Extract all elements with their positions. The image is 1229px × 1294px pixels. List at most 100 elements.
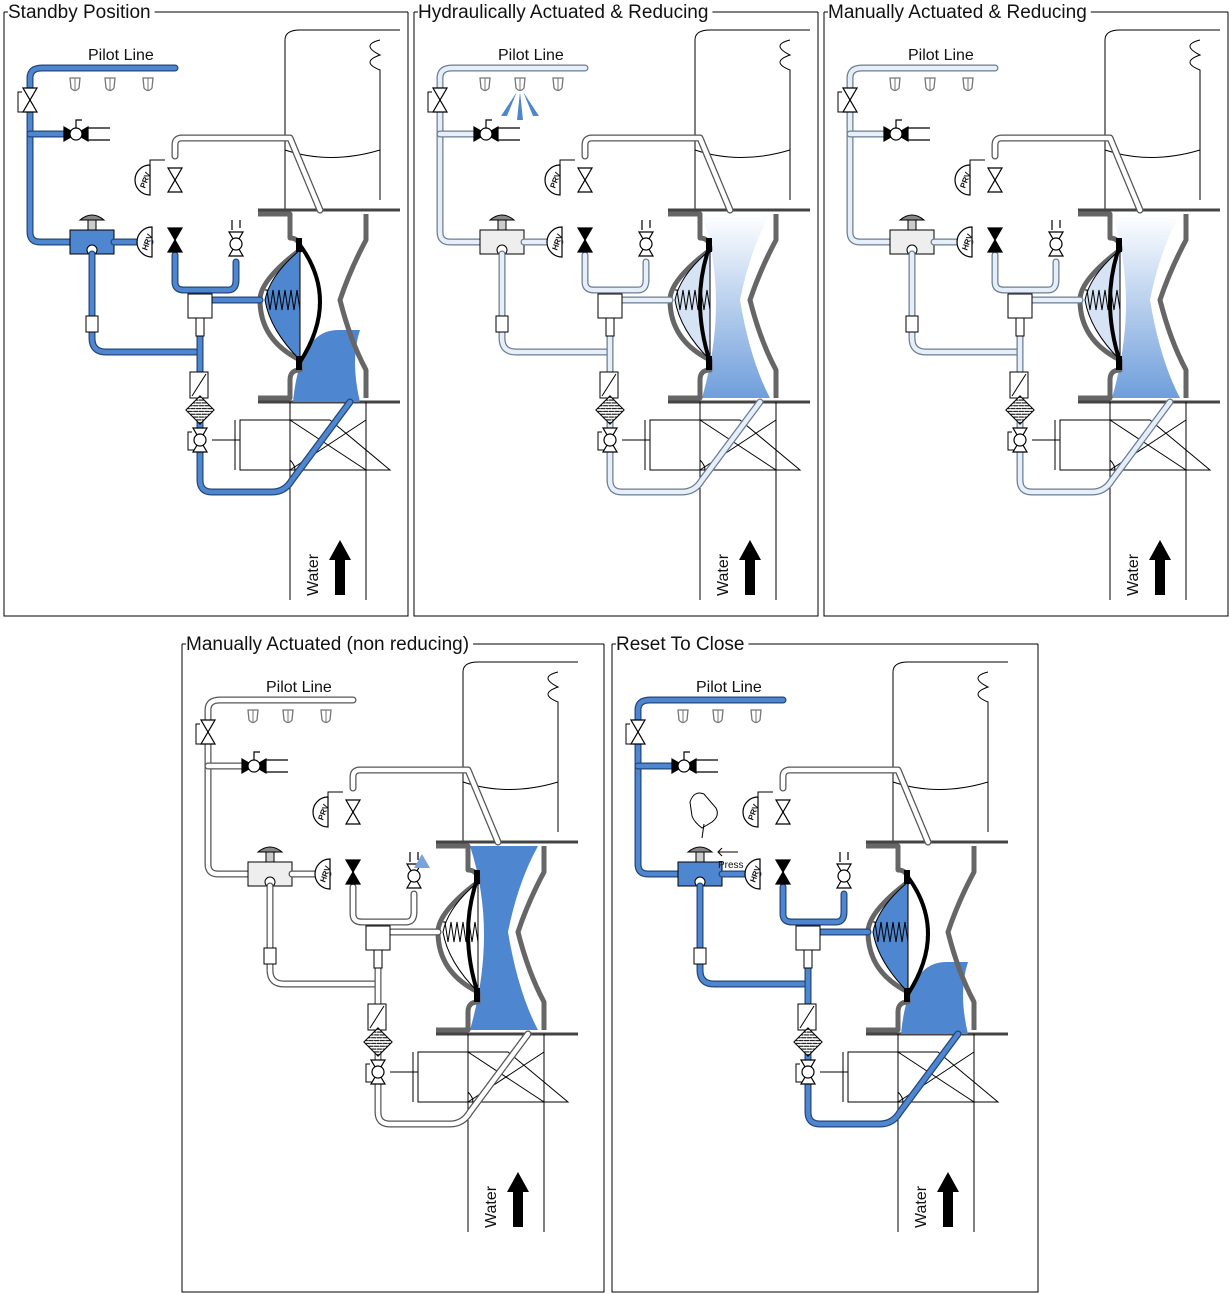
panel-frame xyxy=(611,644,1039,1293)
cross-brace xyxy=(239,419,392,471)
strainer xyxy=(363,1027,393,1057)
pilot-isolation-valve xyxy=(629,719,647,745)
pilot-drop-pipe xyxy=(27,105,73,245)
water-flow-arrow-icon xyxy=(1149,540,1171,595)
vent-flow-arrow-icon xyxy=(414,854,430,868)
prv-gauge: PRV xyxy=(544,164,563,196)
tee-fitting xyxy=(795,925,821,951)
sprinkler-head-icon xyxy=(552,77,564,92)
pilot-pipe xyxy=(205,697,356,725)
sprinkler-head-icon xyxy=(712,709,724,724)
water-spray-icon xyxy=(501,92,539,120)
tee-fitting xyxy=(365,925,391,951)
sprinkler-head-icon xyxy=(69,77,81,92)
strainer xyxy=(595,395,625,425)
restriction-orifice xyxy=(495,315,509,333)
water-flow-arrow-icon xyxy=(739,540,761,595)
prv-valve xyxy=(774,799,792,825)
manual-release-station xyxy=(677,846,723,888)
pilot-isolation-valve xyxy=(199,719,217,745)
sprinkler-head-icon xyxy=(282,709,294,724)
panel-manual-nonreducing: Manually Actuated (non reducing) Water Pil… xyxy=(181,634,605,1293)
cross-brace xyxy=(847,1051,1000,1103)
trim-piping xyxy=(85,238,354,496)
cross-brace xyxy=(649,419,802,471)
water-fill xyxy=(293,330,360,402)
inlet-riser: Water xyxy=(644,402,802,600)
deluge-valve-body xyxy=(1077,208,1220,404)
prv-hrv-assembly: PRV HRV xyxy=(134,134,324,258)
press-label: Press xyxy=(718,860,744,871)
sprinkler-head-icon xyxy=(750,709,762,724)
restriction-orifice xyxy=(85,315,99,333)
prv-outlet-pipe xyxy=(172,135,323,213)
hrv-gauge: HRV xyxy=(956,226,975,258)
prv-outlet-pipe xyxy=(582,135,733,213)
hrv-loop xyxy=(992,252,1059,293)
supply-line xyxy=(805,929,961,1127)
tee-fitting xyxy=(1007,293,1033,319)
restriction-orifice xyxy=(693,947,707,965)
pilot-pipe xyxy=(27,65,178,93)
pilot-line-label: Pilot Line xyxy=(696,679,762,696)
strainer xyxy=(793,1027,823,1057)
trim-piping xyxy=(693,870,962,1128)
supply-line xyxy=(197,297,353,495)
water-label: Water xyxy=(715,553,732,596)
pilot-drop-pipe xyxy=(205,737,251,877)
sprinkler-head-icon xyxy=(889,77,901,92)
vent-valve xyxy=(637,231,655,257)
prv-outlet-pipe xyxy=(780,767,931,845)
water-fill xyxy=(702,214,770,398)
restriction-orifice xyxy=(905,315,919,333)
hrv-valve xyxy=(576,227,594,253)
panel-frame xyxy=(181,644,605,1293)
water-flow-arrow-icon xyxy=(937,1172,959,1227)
water-label: Water xyxy=(305,553,322,596)
water-fill xyxy=(470,846,538,1030)
sprinkler-head-icon xyxy=(247,709,259,724)
spring-icon xyxy=(443,921,479,943)
hrv-loop xyxy=(780,884,847,925)
sprinkler-head-icon xyxy=(142,77,154,92)
vent-valve xyxy=(405,863,423,889)
deluge-valve-body xyxy=(257,208,400,404)
prv-outlet-pipe xyxy=(350,767,501,845)
water-flow-arrow-icon xyxy=(329,540,351,595)
prv-hrv-assembly: PRV HRV xyxy=(544,134,734,258)
water-label: Water xyxy=(913,1185,930,1228)
panel-title: Hydraulically Actuated & Reducing xyxy=(418,2,708,23)
deluge-valve-body xyxy=(435,840,578,1036)
priming-line xyxy=(89,251,203,355)
pilot-line-label: Pilot Line xyxy=(266,679,332,696)
pilot-line: Pilot Line xyxy=(17,47,179,246)
inlet-riser: Water xyxy=(842,1034,1000,1232)
pilot-isolation-valve xyxy=(21,87,39,113)
release-knob-icon xyxy=(78,214,106,221)
tee-fitting xyxy=(597,293,623,319)
manual-release-station xyxy=(889,214,935,256)
pilot-line-label: Pilot Line xyxy=(88,47,154,64)
panel-standby: Standby Position Water Pilot Line PRV HRV xyxy=(3,2,409,617)
trim-isolation-valve xyxy=(369,1059,387,1085)
deluge-valve-body xyxy=(667,208,810,404)
pilot-drop-pipe xyxy=(635,737,681,877)
hrv-valve xyxy=(344,859,362,885)
hrv-loop xyxy=(582,252,649,293)
inlet-riser: Water xyxy=(412,1034,570,1232)
manual-release-station xyxy=(69,214,115,256)
supply-line xyxy=(607,297,763,495)
hrv-loop xyxy=(350,884,417,925)
pilot-line: Pilot Line xyxy=(427,47,589,246)
sprinkler-head-icon xyxy=(924,77,936,92)
trim-piping xyxy=(495,238,764,496)
panel-frame xyxy=(823,12,1229,617)
prv-gauge: PRV xyxy=(134,164,153,196)
panel-title: Manually Actuated (non reducing) xyxy=(186,634,469,655)
panel-title: Manually Actuated & Reducing xyxy=(828,2,1087,23)
prv-gauge: PRV xyxy=(742,796,761,828)
panel-frame xyxy=(3,12,409,617)
water-label: Water xyxy=(483,1185,500,1228)
